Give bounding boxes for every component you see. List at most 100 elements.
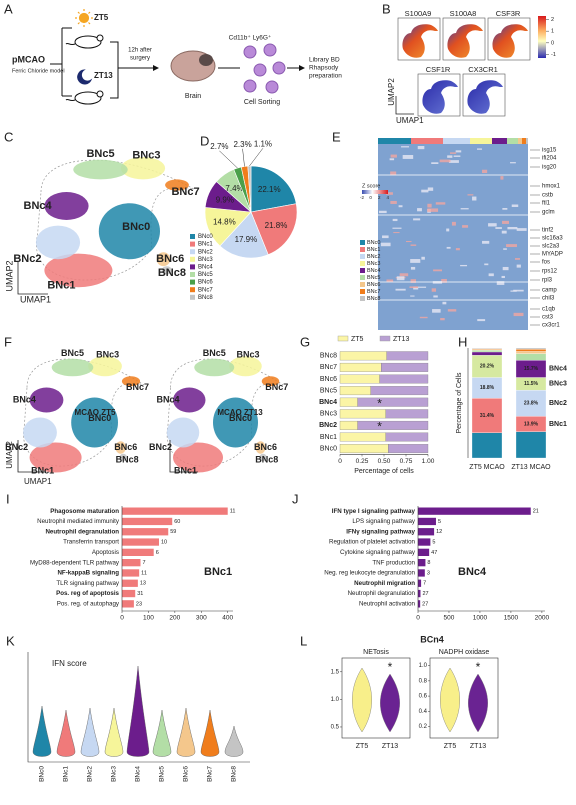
heat-cell — [513, 312, 524, 317]
bar — [122, 559, 141, 567]
heat-cell — [514, 258, 520, 260]
significance-marker: * — [476, 660, 481, 674]
x-tick-label: ZT13 MCAO — [511, 464, 551, 471]
umap-cluster — [23, 417, 57, 448]
cluster-strip — [507, 138, 518, 144]
bar-segment — [471, 351, 503, 356]
gene-label: gclm — [542, 210, 555, 216]
heat-cell — [440, 318, 445, 321]
cluster-strip — [492, 138, 507, 144]
x-tick-label: BNc8 — [231, 766, 238, 782]
heat-cell — [502, 208, 508, 210]
bar-segment — [357, 420, 429, 430]
x-tick-label: 300 — [196, 615, 207, 622]
label: Cell Sorting — [244, 99, 280, 106]
x-tick-label: 1500 — [504, 615, 519, 622]
significance-marker: * — [377, 420, 382, 434]
umap-cluster — [88, 356, 122, 377]
heat-cell — [511, 204, 519, 207]
legend-label: BNc6 — [367, 282, 380, 288]
zscore-tick: 0 — [369, 195, 372, 200]
umap-cluster — [161, 266, 172, 275]
violin — [176, 707, 196, 757]
axis-corner — [395, 96, 414, 115]
pie-slice — [247, 165, 252, 213]
gene-count: 8 — [427, 560, 430, 566]
x-tick-label: 0 — [416, 615, 420, 622]
label: UMAP2 — [4, 260, 14, 291]
colorbar-tick-label: 1 — [551, 29, 554, 35]
umap-feature — [492, 24, 528, 58]
bar-segment — [370, 386, 429, 396]
legend-swatch — [190, 249, 195, 255]
plot-title: IFN score — [52, 659, 87, 668]
gene-count: 5 — [438, 519, 441, 525]
x-tick-label: BNc4 — [135, 766, 142, 782]
leader-line — [242, 148, 245, 167]
gene-label: isg15 — [542, 148, 557, 154]
gene-label: cx3cr1 — [542, 323, 560, 329]
gene-label: ftl1 — [542, 201, 551, 207]
heat-cell — [393, 232, 400, 234]
gene-count: 3 — [427, 570, 430, 576]
violin — [380, 673, 400, 733]
umap-cluster — [119, 453, 128, 462]
x-tick-label: BNc5 — [159, 766, 166, 782]
plot-title: NETosis — [363, 649, 389, 656]
cluster-strip — [518, 138, 522, 144]
label: UMAP1 — [396, 116, 424, 125]
cluster-strip — [411, 138, 443, 144]
category-label: BNc1 — [320, 434, 337, 441]
panel-e-art — [378, 144, 528, 330]
heat-cell — [433, 295, 438, 298]
gene-label: chil3 — [542, 296, 555, 302]
legend-label: ZT5 — [351, 336, 364, 343]
heat-cell — [496, 281, 505, 285]
category-label: BNc0 — [320, 445, 337, 452]
colorbar-tick-label: -1 — [551, 52, 556, 58]
umap-cluster — [259, 453, 267, 462]
panel-letter: L — [300, 633, 307, 648]
cluster-strip — [522, 138, 526, 144]
violin — [200, 709, 220, 757]
bar-segment — [339, 420, 358, 430]
violin — [56, 709, 76, 757]
bar — [418, 559, 426, 567]
legend-swatch — [360, 275, 365, 280]
legend-swatch — [360, 247, 365, 252]
gene-label: tinf2 — [542, 228, 554, 234]
heat-cell — [402, 155, 414, 159]
heat-cell — [398, 205, 403, 208]
umap-cluster — [255, 441, 266, 454]
heat-cell — [427, 203, 432, 208]
heat-cell — [447, 309, 457, 312]
heat-cell — [410, 295, 415, 297]
bar — [418, 600, 421, 608]
bar-segment — [471, 432, 503, 459]
umap-frame — [462, 73, 506, 117]
label: surgery — [130, 56, 150, 62]
pie-label: 2.3% — [233, 140, 251, 149]
label: S100A9 — [405, 9, 432, 18]
pie-slice — [250, 165, 297, 213]
heat-cell — [409, 286, 419, 289]
x-tick-label: 0.25 — [356, 458, 369, 465]
bar-segment — [515, 431, 547, 459]
label: Rhapsody — [309, 65, 339, 72]
bar — [418, 579, 422, 587]
cluster-label: BNc8 — [255, 454, 278, 464]
bar-segment — [379, 374, 429, 384]
umap-feature — [402, 24, 438, 58]
x-tick-label: 400 — [222, 615, 233, 622]
x-tick-label: BNc0 — [39, 766, 46, 782]
x-tick-label: ZT13 — [382, 743, 398, 750]
x-tick-label: 0 — [120, 615, 124, 622]
gene-label: cst3 — [542, 315, 554, 321]
pie-label: 14.8% — [213, 217, 236, 226]
y-tick-label: 0.8 — [419, 678, 428, 684]
gene-count: 47 — [431, 550, 437, 556]
gene-count: 5 — [432, 540, 435, 546]
legend-label: ZT13 — [393, 336, 409, 343]
